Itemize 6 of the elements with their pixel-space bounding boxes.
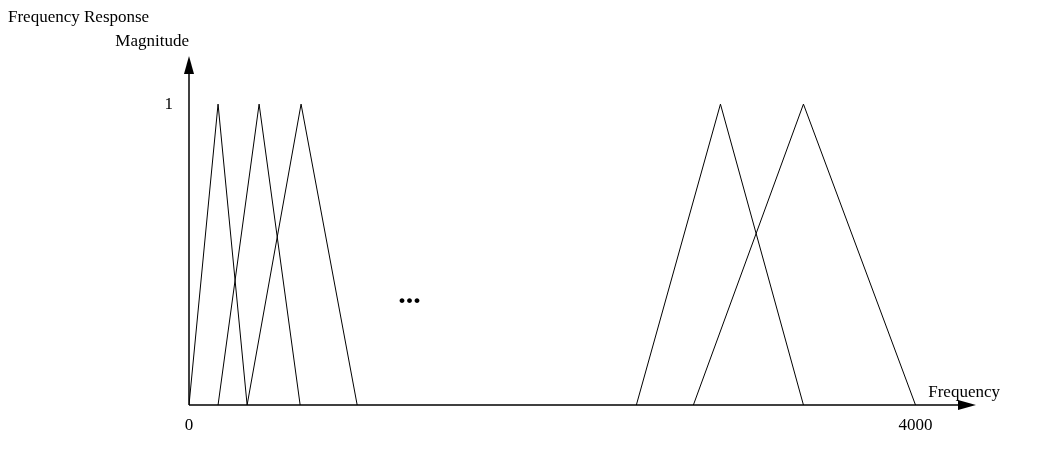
text: 1 <box>164 93 173 113</box>
x-tick-label: 4000 <box>898 414 933 434</box>
annotation: ... <box>398 275 421 309</box>
x-axis-title: Frequency <box>928 381 1001 401</box>
y-axis-title: Frequency Response Magnitude <box>8 7 189 50</box>
x-tick-label: 0 <box>184 414 194 434</box>
